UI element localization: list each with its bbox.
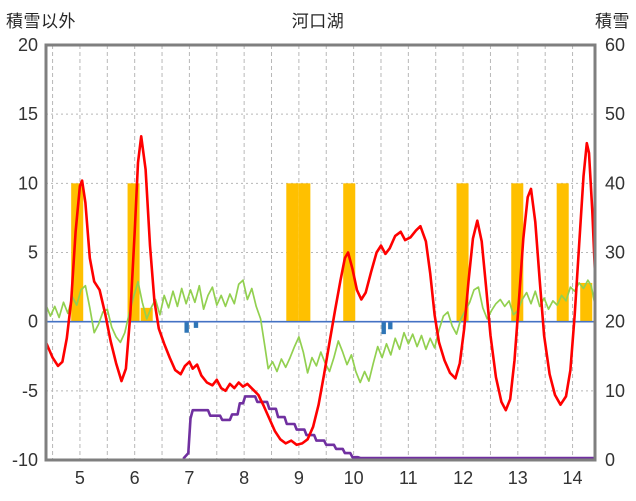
x-axis-tick-label: 6 — [130, 468, 140, 488]
left-axis-tick-label: 20 — [18, 35, 38, 55]
plot-frame — [44, 43, 597, 462]
right-axis-title: 積雪 — [595, 12, 630, 31]
right-axis-tick-label: 60 — [605, 35, 625, 55]
orange-bar-series — [298, 183, 311, 322]
x-axis-tick-label: 12 — [453, 468, 473, 488]
left-axis-tick-label: -10 — [12, 450, 38, 470]
orange-bar-series — [286, 183, 299, 322]
x-axis-tick-label: 14 — [563, 468, 583, 488]
chart-title: 河口湖 — [291, 12, 345, 31]
right-axis-tick-label: 0 — [605, 450, 615, 470]
left-axis-tick-label: 5 — [28, 243, 38, 263]
right-axis-tick-label: 50 — [605, 104, 625, 124]
left-axis-tick-label: -5 — [22, 381, 38, 401]
right-axis-tick-label: 30 — [605, 243, 625, 263]
orange-bar-series — [556, 183, 569, 322]
orange-bar-series — [71, 183, 84, 322]
right-axis-tick-label: 40 — [605, 173, 625, 193]
orange-bar-series — [456, 183, 469, 322]
right-axis-tick-label: 20 — [605, 312, 625, 332]
x-axis-tick-label: 10 — [344, 468, 364, 488]
left-axis-tick-label: 15 — [18, 104, 38, 124]
blue-bar-series — [193, 321, 199, 328]
blue-bar-series — [388, 321, 393, 330]
x-axis-tick-label: 13 — [508, 468, 528, 488]
x-axis-tick-label: 5 — [75, 468, 85, 488]
green-line — [46, 279, 595, 384]
orange-bar-series — [580, 282, 593, 322]
x-axis-tick-label: 7 — [184, 468, 194, 488]
blue-bar-series — [381, 321, 386, 335]
x-axis-tick-label: 8 — [239, 468, 249, 488]
temperature-line — [46, 135, 595, 447]
right-axis-tick-label: 10 — [605, 381, 625, 401]
x-axis-tick-label: 11 — [399, 468, 418, 488]
left-axis-tick-label: 10 — [18, 173, 38, 193]
x-axis-tick-label: 9 — [294, 468, 304, 488]
snow-depth-line — [182, 395, 595, 460]
left-axis-tick-label: 0 — [28, 312, 38, 332]
left-axis-title: 積雪以外 — [6, 12, 76, 31]
blue-bar-series — [184, 321, 189, 333]
